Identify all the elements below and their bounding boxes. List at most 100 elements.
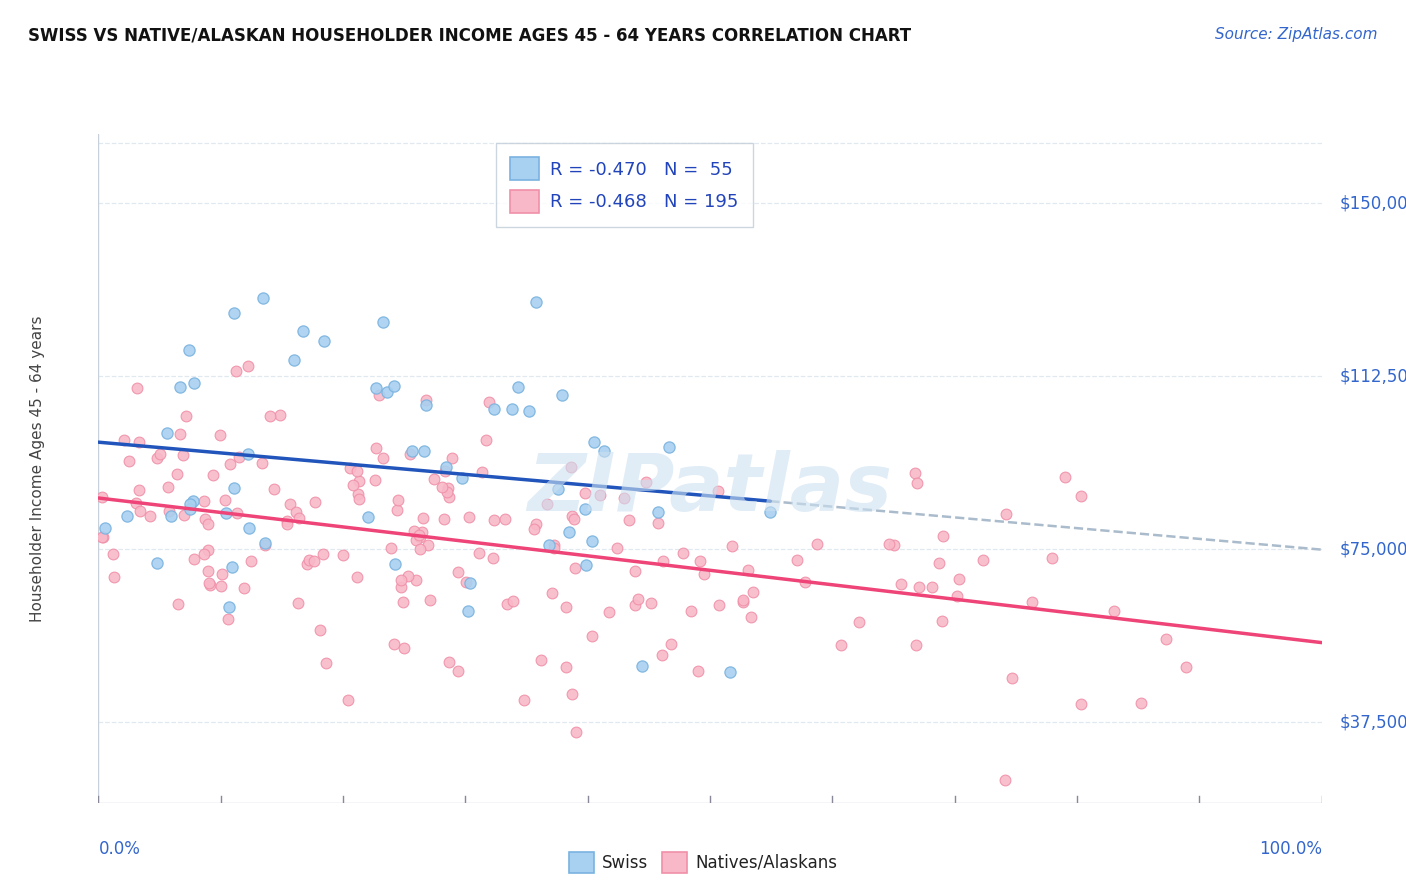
Point <box>647 506 669 520</box>
Point <box>538 539 561 553</box>
Point <box>198 577 221 591</box>
Point <box>228 450 250 464</box>
Point <box>240 554 263 568</box>
Point <box>565 725 588 739</box>
Point <box>93 521 115 535</box>
Point <box>589 488 612 502</box>
Point <box>214 493 236 508</box>
Point <box>181 494 204 508</box>
Point <box>540 586 562 600</box>
Point <box>218 600 240 615</box>
Point <box>357 510 380 524</box>
Point <box>408 528 430 542</box>
Point <box>948 572 970 586</box>
Point <box>524 294 547 309</box>
Point <box>177 343 200 357</box>
Point <box>434 460 457 475</box>
Point <box>457 604 479 618</box>
Point <box>484 513 506 527</box>
Point <box>904 638 927 652</box>
Point <box>139 509 162 524</box>
Point <box>536 497 558 511</box>
Point <box>436 481 458 495</box>
Point <box>197 543 219 558</box>
Point <box>217 612 239 626</box>
Point <box>409 542 432 557</box>
Point <box>921 581 943 595</box>
Point <box>1000 671 1022 685</box>
Point <box>101 548 124 562</box>
Text: 0.0%: 0.0% <box>98 839 141 858</box>
Point <box>392 595 415 609</box>
Point <box>574 501 596 516</box>
Point <box>432 480 454 494</box>
Point <box>793 574 815 589</box>
Point <box>434 464 457 478</box>
Point <box>159 508 181 523</box>
Point <box>501 402 523 417</box>
Point <box>91 530 114 544</box>
Point <box>389 580 412 594</box>
Point <box>285 505 308 519</box>
Point <box>146 450 169 465</box>
Point <box>659 636 682 650</box>
Point <box>513 693 536 707</box>
Point <box>169 426 191 441</box>
Point <box>157 504 180 518</box>
Point <box>392 640 415 655</box>
Point <box>201 467 224 482</box>
Point <box>405 573 427 587</box>
Point <box>408 530 430 544</box>
Point <box>806 537 828 551</box>
Point <box>640 596 662 610</box>
Point <box>302 553 325 567</box>
Point <box>173 508 195 522</box>
Point <box>396 569 419 583</box>
Point <box>128 483 150 498</box>
Point <box>399 448 422 462</box>
Point <box>169 380 191 394</box>
Point <box>554 660 576 674</box>
Point <box>283 352 305 367</box>
Point <box>411 525 433 540</box>
Text: Householder Income Ages 45 - 64 years: Householder Income Ages 45 - 64 years <box>30 315 45 622</box>
Point <box>405 533 427 548</box>
Point <box>129 504 152 518</box>
Point <box>174 409 197 423</box>
Point <box>183 376 205 391</box>
Point <box>581 533 603 548</box>
Point <box>564 561 586 575</box>
Point <box>287 596 309 610</box>
Point <box>387 503 409 517</box>
Point <box>551 388 574 402</box>
Point <box>742 585 765 599</box>
Point <box>278 498 301 512</box>
Point <box>433 512 456 526</box>
Point <box>830 638 852 652</box>
Point <box>574 485 596 500</box>
Point <box>254 535 277 549</box>
Point <box>194 512 217 526</box>
Point <box>759 505 782 519</box>
Point <box>193 494 215 508</box>
Point <box>238 520 260 534</box>
Point <box>346 570 368 584</box>
Point <box>1053 470 1076 484</box>
Point <box>737 563 759 577</box>
Point <box>440 450 463 465</box>
Point <box>1070 489 1092 503</box>
Point <box>908 580 931 594</box>
Point <box>179 497 201 511</box>
Point <box>562 512 585 526</box>
Text: $75,000: $75,000 <box>1340 540 1406 558</box>
Point <box>112 433 135 447</box>
Text: SWISS VS NATIVE/ALASKAN HOUSEHOLDER INCOME AGES 45 - 64 YEARS CORRELATION CHART: SWISS VS NATIVE/ALASKAN HOUSEHOLDER INCO… <box>28 27 911 45</box>
Point <box>402 524 425 538</box>
Point <box>692 567 714 582</box>
Point <box>707 483 730 498</box>
Point <box>627 592 650 607</box>
Text: Source: ZipAtlas.com: Source: ZipAtlas.com <box>1215 27 1378 42</box>
Point <box>193 547 215 561</box>
Point <box>336 693 359 707</box>
Point <box>1070 698 1092 712</box>
